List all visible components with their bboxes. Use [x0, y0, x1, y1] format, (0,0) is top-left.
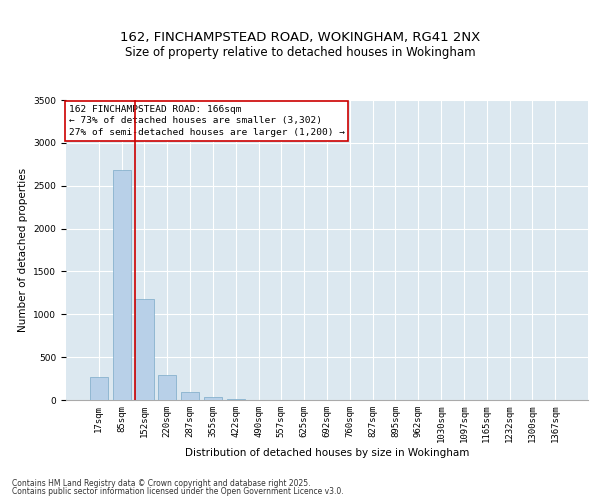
Bar	[113, 170, 131, 400]
Bar	[181, 392, 199, 400]
X-axis label: Distribution of detached houses by size in Wokingham: Distribution of detached houses by size …	[185, 448, 469, 458]
Bar	[227, 398, 245, 400]
Text: 162, FINCHAMPSTEAD ROAD, WOKINGHAM, RG41 2NX: 162, FINCHAMPSTEAD ROAD, WOKINGHAM, RG41…	[120, 31, 480, 44]
Bar	[90, 377, 108, 400]
Text: 162 FINCHAMPSTEAD ROAD: 166sqm
← 73% of detached houses are smaller (3,302)
27% : 162 FINCHAMPSTEAD ROAD: 166sqm ← 73% of …	[68, 104, 344, 137]
Text: Contains HM Land Registry data © Crown copyright and database right 2025.: Contains HM Land Registry data © Crown c…	[12, 478, 311, 488]
Text: Size of property relative to detached houses in Wokingham: Size of property relative to detached ho…	[125, 46, 475, 59]
Text: Contains public sector information licensed under the Open Government Licence v3: Contains public sector information licen…	[12, 487, 344, 496]
Bar	[136, 299, 154, 400]
Bar	[158, 374, 176, 400]
Bar	[204, 397, 222, 400]
Y-axis label: Number of detached properties: Number of detached properties	[18, 168, 28, 332]
